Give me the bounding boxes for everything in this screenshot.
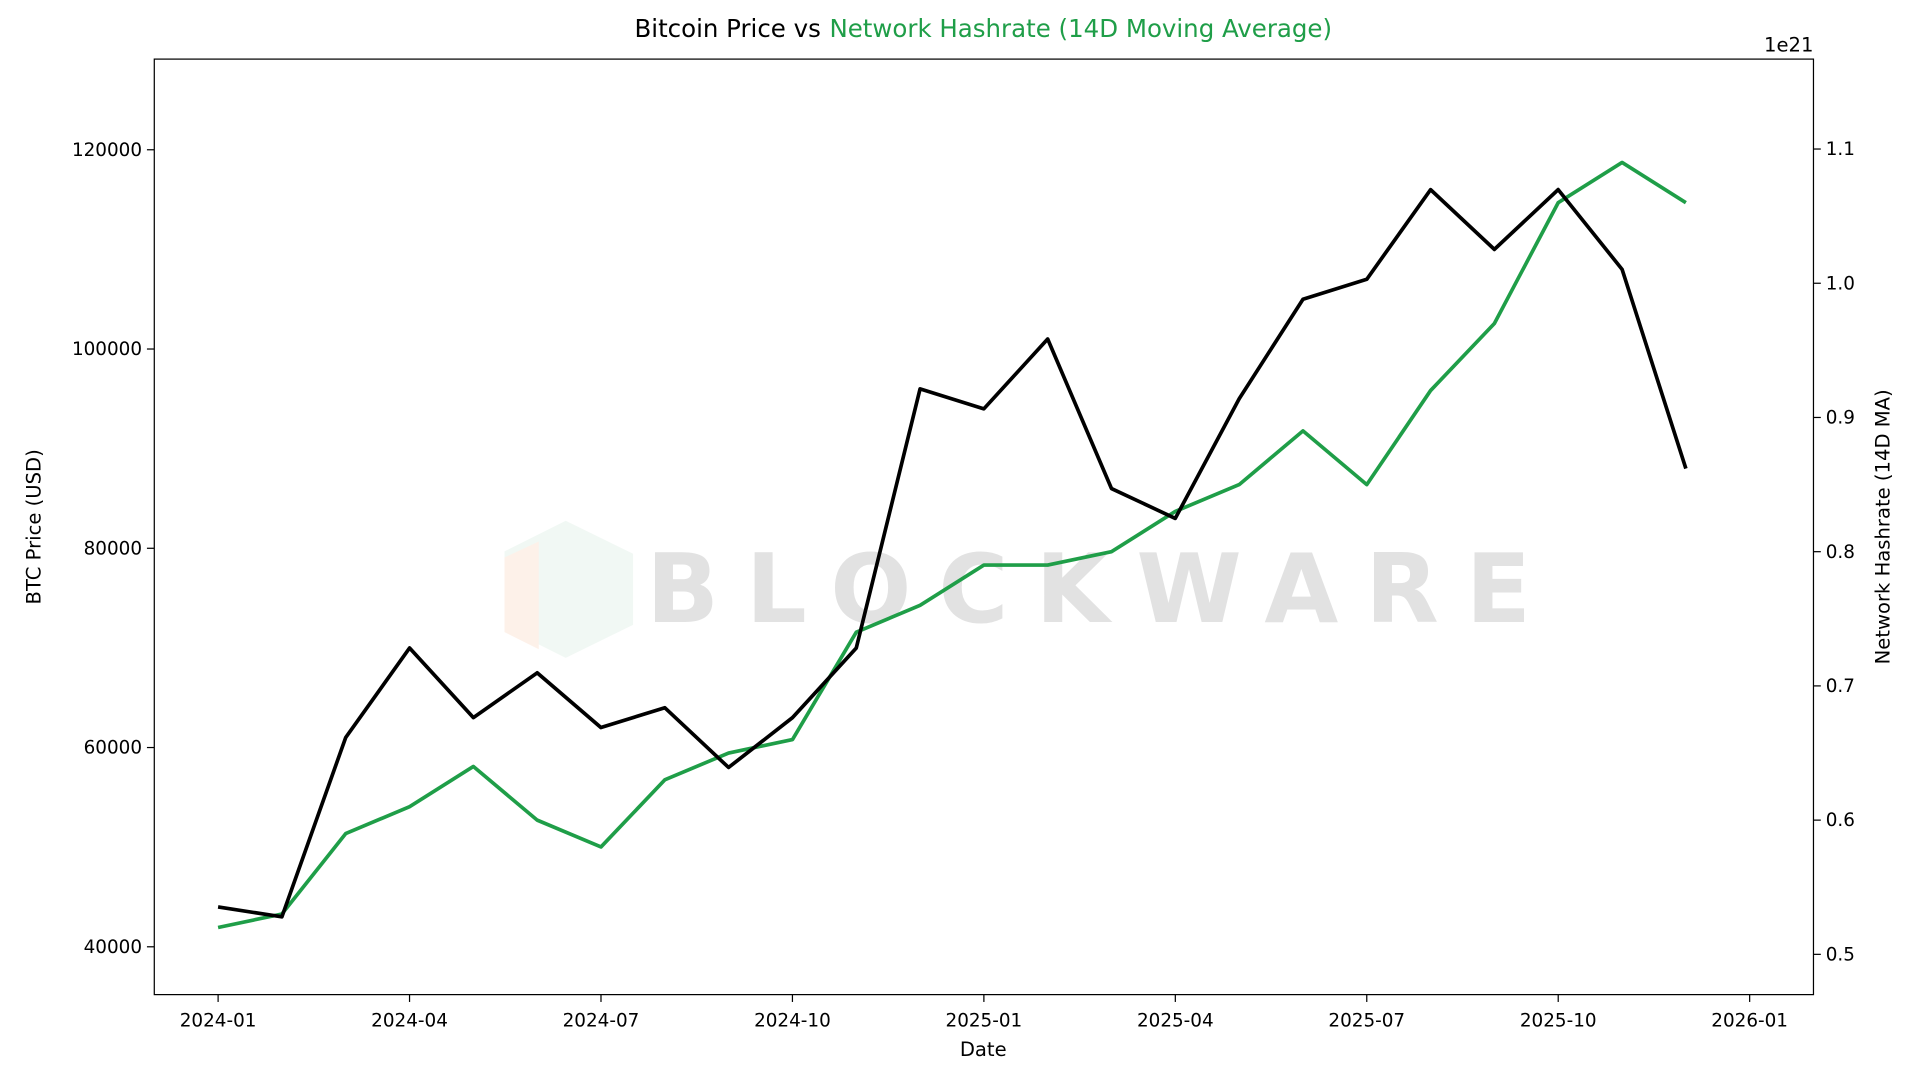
x-tick-label: 2025-04 (1137, 1010, 1214, 1031)
y2-tick-label: 0.8 (1826, 542, 1855, 563)
y-tick-label: 60000 (84, 738, 142, 759)
title-part: Bitcoin Price vs (634, 14, 820, 43)
y-axis-label: BTC Price (USD) (22, 449, 45, 604)
y2-tick-label: 0.7 (1826, 676, 1855, 697)
x-tick-label: 2025-01 (946, 1010, 1023, 1031)
x-tick-label: 2024-04 (371, 1010, 448, 1031)
y2-tick-label: 1.1 (1826, 139, 1855, 160)
logo-shape (504, 520, 634, 658)
x-tick-label: 2025-10 (1520, 1010, 1597, 1031)
y-tick-label: 80000 (84, 538, 142, 559)
series-line (217, 187, 1688, 919)
x-axis-label: Date (960, 1038, 1007, 1061)
y2-tick-label: 1.0 (1826, 273, 1855, 294)
y-tick-label: 100000 (72, 339, 142, 360)
y2-tick-label: 0.9 (1826, 408, 1855, 429)
watermark: BLOCKWARE (646, 533, 1558, 645)
x-tick-label: 2024-10 (754, 1010, 831, 1031)
x-tick-label: 2024-07 (563, 1010, 640, 1031)
y2-axis-label: Network Hashrate (14D MA) (1871, 389, 1894, 664)
x-tick-label: 2026-01 (1711, 1010, 1788, 1031)
y2-offset: 1e21 (1764, 34, 1813, 57)
y2-tick-label: 0.5 (1826, 944, 1855, 965)
y-tick-label: 40000 (84, 937, 142, 958)
watermark-logo (504, 520, 634, 658)
title-part: Network Hashrate (14D Moving Average) (829, 14, 1332, 43)
x-tick-label: 2025-07 (1328, 1010, 1405, 1031)
x-tick-label: 2024-01 (180, 1010, 257, 1031)
chart-title: Bitcoin Price vs Network Hashrate (14D Mo… (634, 14, 1332, 43)
y2-tick-label: 0.6 (1826, 810, 1855, 831)
logo-shape (504, 541, 539, 650)
y-tick-label: 120000 (72, 140, 142, 161)
series-line (217, 160, 1687, 930)
